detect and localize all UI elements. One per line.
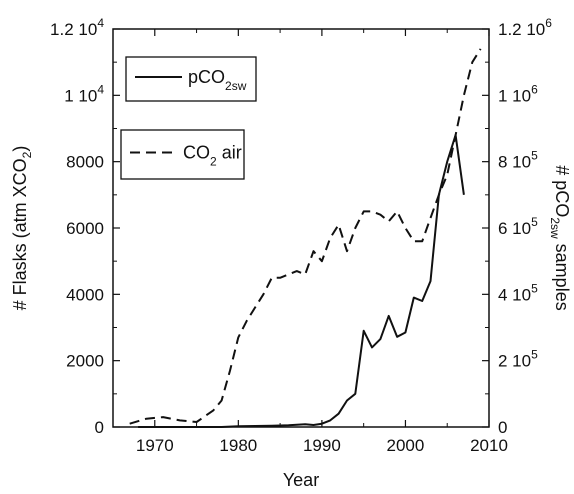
left-tick-label: 1 104 [64, 82, 104, 105]
right-tick-label: 0 [498, 418, 507, 437]
legend-label: pCO2sw [188, 67, 247, 93]
x-tick-label: 1970 [136, 436, 174, 455]
right-tick-label: 1 106 [498, 82, 538, 105]
legend-box [120, 129, 245, 180]
right-axis-title-text: # pCO2sw samples [548, 165, 572, 310]
right-tick-label: 1.2 106 [498, 16, 552, 39]
left-tick-label: 4000 [66, 285, 104, 304]
right-axis-title: # pCO2sw samples [548, 165, 572, 310]
right-tick-label: 8 105 [498, 149, 538, 172]
x-axis-title: Year [283, 470, 319, 490]
left-tick-label: 6000 [66, 219, 104, 238]
legend: pCO2sw CO2 air [120, 56, 257, 180]
x-tick-label: 1980 [219, 436, 257, 455]
x-tick-label: 2000 [387, 436, 425, 455]
legend-label: CO2 air [183, 143, 242, 169]
series-line-co2-air [129, 48, 482, 425]
x-tick-label: 1990 [303, 436, 341, 455]
left-tick-label: 1.2 104 [50, 16, 104, 39]
x-tick-label: 2010 [470, 436, 508, 455]
legend-entry-pco2sw: pCO2sw [125, 56, 257, 102]
left-tick-label: 2000 [66, 352, 104, 371]
series-line-pco2sw [138, 134, 465, 428]
right-tick-label: 4 105 [498, 281, 538, 304]
left-axis-title: # Flasks (atm XCO2) [10, 146, 34, 311]
left-axis-title-text: # Flasks (atm XCO2) [10, 146, 34, 311]
right-tick-label: 6 105 [498, 215, 538, 238]
right-tick-label: 2 105 [498, 348, 538, 371]
legend-entry-co2-air: CO2 air [120, 129, 245, 180]
left-tick-label: 0 [95, 418, 104, 437]
legend-box [125, 56, 257, 102]
series-layer [129, 48, 482, 428]
left-tick-label: 8000 [66, 153, 104, 172]
